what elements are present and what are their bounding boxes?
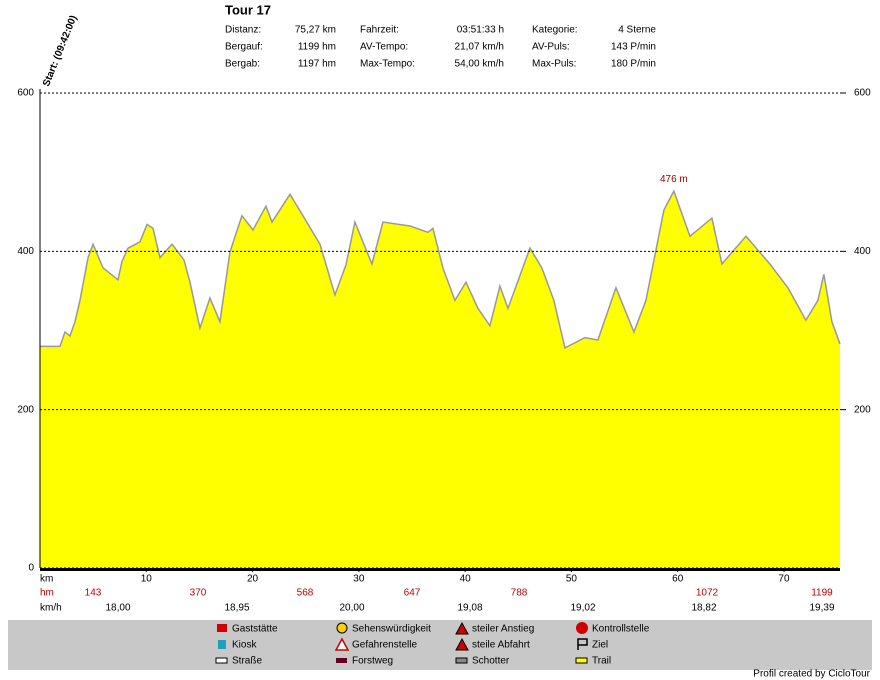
icon [336,658,347,663]
stat-label: AV-Tempo: [360,42,408,53]
kmh-value: 19,02 [570,603,595,614]
stat-label: AV-Puls: [532,42,570,53]
chart-title: Tour 17 [225,2,271,17]
kmh-value: 18,95 [224,603,249,614]
stat-value: 54,00 km/h [455,59,504,70]
stat-value: 21,07 km/h [455,42,504,53]
y2-tick-label: 600 [854,88,871,99]
x-tick-label: 20 [247,574,259,585]
stat-label: Max-Tempo: [360,59,415,70]
legend-label: steile Abfahrt [472,640,530,651]
stat-label: Bergab: [225,59,260,70]
x-tick-label: 10 [141,574,153,585]
kmh-value: 19,39 [809,603,834,614]
icon [334,637,350,651]
hm-value: 788 [511,588,528,599]
icon [577,638,588,650]
area-line [40,189,841,350]
kmh-value: 18,00 [105,603,130,614]
stat-label: Max-Puls: [532,59,576,70]
legend-icons [215,621,588,664]
x-tick-label: 60 [672,574,684,585]
hm-value: 1199 [811,588,833,599]
icon [455,637,469,651]
y-tick-label: 0 [28,563,34,574]
stat-label: Bergauf: [225,42,263,53]
kmh-label: km/h [40,603,62,614]
hm-value: 568 [297,588,314,599]
stat-value: 143 P/min [611,42,656,53]
icon [218,640,226,649]
legend-label: Schotter [472,656,510,667]
x-tick-label: 50 [566,574,578,585]
stat-value: 180 P/min [611,59,656,70]
y2-tick-label: 200 [854,404,871,415]
legend-box [8,620,872,670]
icon [336,622,348,634]
hm-value: 143 [85,588,102,599]
hm-value: 370 [190,588,207,599]
legend-label: Ziel [592,640,608,651]
hm-value: 647 [404,588,421,599]
stat-label: Kategorie: [532,25,578,36]
legend-label: steiler Anstieg [472,624,534,635]
x-axis-label: km [40,574,53,585]
legend-label: Gaststätte [232,624,278,635]
stat-value: 03:51:33 h [457,25,504,36]
y2-tick-label: 400 [854,246,871,257]
x-tick-label: 40 [460,574,472,585]
hm-value: 1072 [696,588,719,599]
legend-label: Trail [592,656,611,667]
y-tick-label: 400 [17,246,34,257]
y-tick-label: 200 [17,404,34,415]
legend-label: Kiosk [232,640,257,651]
legend-label: Kontrollstelle [592,624,650,635]
x-axis-bar [40,568,840,571]
icon [217,624,227,632]
x-tick-label: 30 [353,574,365,585]
stat-label: Distanz: [225,25,261,36]
icon [575,657,588,664]
stat-value: 75,27 km [295,25,336,36]
kmh-value: 18,82 [691,603,716,614]
kmh-value: 19,08 [457,603,482,614]
icon [576,622,588,634]
credit: Profil created by CicloTour [753,669,870,680]
stat-value: 1199 hm [298,42,336,53]
legend-label: Gefahrenstelle [352,640,417,651]
legend-label: Sehenswürdigkeit [352,624,431,635]
x-tick-label: 70 [778,574,790,585]
stat-value: 4 Sterne [618,25,656,36]
stat-label: Fahrzeit: [360,25,399,36]
area-fill [40,191,840,568]
icon [455,621,469,635]
annotation: 476 m [660,174,688,185]
icon [455,657,468,664]
start-label: Start: (09:42:00) [41,14,80,88]
stat-value: 1197 hm [298,59,336,70]
kmh-value: 20,00 [339,603,364,614]
legend-label: Straße [232,656,262,667]
legend-label: Forstweg [352,656,393,667]
hm-label: hm [40,588,54,599]
icon [215,657,228,664]
y-tick-label: 600 [17,88,34,99]
